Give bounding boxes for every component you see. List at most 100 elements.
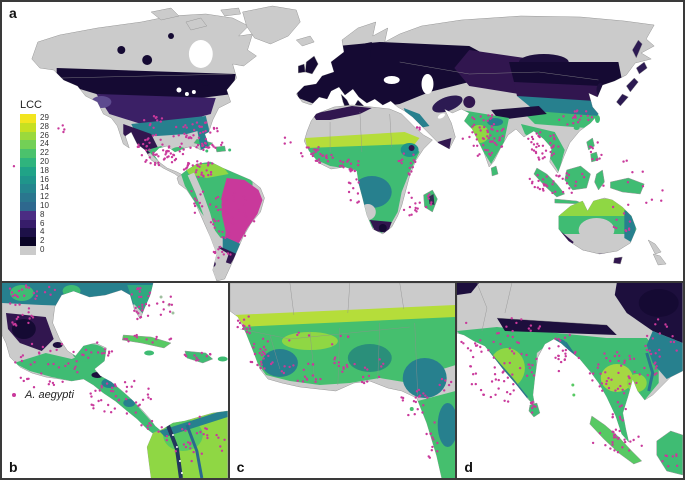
lcc-swatch xyxy=(20,157,36,167)
lcc-legend-row: 29 xyxy=(20,113,49,123)
lcc-legend-row: 2 xyxy=(20,236,49,246)
lcc-swatch xyxy=(20,131,36,141)
panel-c-west-africa-map: c xyxy=(229,283,456,478)
central-america-map xyxy=(2,283,228,478)
south-america-lcc xyxy=(176,162,263,280)
lcc-swatch xyxy=(20,184,36,194)
new-guinea xyxy=(610,177,645,195)
taiwan xyxy=(595,115,600,123)
indonesia-islands xyxy=(533,137,605,205)
madagascar-highland xyxy=(428,194,435,205)
lcc-swatch xyxy=(20,219,36,229)
lcc-swatch xyxy=(20,228,36,238)
lcc-swatch xyxy=(20,166,36,176)
occurrence-points xyxy=(236,315,453,459)
occurrence-dot-icon xyxy=(12,393,16,397)
great-lakes xyxy=(176,87,196,96)
lcc-legend-row: 18 xyxy=(20,165,49,176)
africa-lcc xyxy=(305,106,420,233)
greenland xyxy=(242,5,301,45)
lcc-tick-label: 6 xyxy=(40,218,45,228)
british-isles xyxy=(298,55,319,75)
tasmania xyxy=(613,256,623,265)
lcc-tick-label: 22 xyxy=(40,148,49,158)
country-borders xyxy=(61,61,599,153)
lcc-legend-row: 10 xyxy=(20,200,49,211)
puerto-rico xyxy=(217,356,228,362)
hudson-bay xyxy=(188,40,213,68)
lcc-swatch xyxy=(20,193,36,202)
lcc-swatch xyxy=(20,175,36,185)
panel-a-label: a xyxy=(9,5,17,21)
lcc-legend-row: 0 xyxy=(20,244,49,255)
panel-d-label: d xyxy=(464,459,473,475)
iceland xyxy=(295,35,315,47)
sri-lanka xyxy=(490,165,499,177)
lcc-tick-label: 8 xyxy=(40,209,45,219)
lcc-legend-row: 12 xyxy=(20,192,49,202)
lcc-legend: LCC 29 28 26 24 22 20 18 16 14 12 10 8 6 4 2 0 xyxy=(20,99,49,255)
lcc-legend-row: 26 xyxy=(20,130,49,141)
lcc-legend-row: 20 xyxy=(20,156,49,167)
lcc-swatch xyxy=(20,237,36,246)
occurrence-points xyxy=(12,109,664,259)
north-america-lcc xyxy=(56,33,236,182)
cuba xyxy=(121,334,172,349)
species-label: A. aegypti xyxy=(25,389,74,401)
persian-gulf xyxy=(437,113,446,119)
lcc-tick-label: 10 xyxy=(40,200,49,210)
bioko-island xyxy=(409,407,414,411)
lcc-swatch xyxy=(20,122,36,132)
lcc-tick-label: 26 xyxy=(40,130,49,140)
lcc-legend-row: 28 xyxy=(20,121,49,132)
eurasia-lcc xyxy=(296,42,624,172)
lcc-tick-label: 2 xyxy=(40,236,45,246)
country-borders xyxy=(477,283,608,332)
lcc-tick-label: 18 xyxy=(40,165,49,175)
black-sea xyxy=(383,76,400,84)
arctic-islands xyxy=(150,7,241,31)
panel-d-south-asia-map: d xyxy=(457,283,683,478)
borneo xyxy=(656,430,683,476)
occurrence-points xyxy=(460,317,679,468)
puerto-rico xyxy=(228,148,232,152)
lcc-tick-label: 4 xyxy=(40,227,45,237)
lcc-swatch xyxy=(20,245,36,255)
lcc-legend-row: 4 xyxy=(20,227,49,238)
country-borders xyxy=(239,283,418,396)
lcc-legend-row: 22 xyxy=(20,148,49,158)
caspian-sea xyxy=(421,74,434,94)
lcc-colorbar: 29 28 26 24 22 20 18 16 14 12 10 8 6 4 2 0 xyxy=(20,113,49,255)
lcc-tick-label: 24 xyxy=(40,139,49,149)
japan-sakhalin xyxy=(616,39,648,107)
lcc-legend-row: 16 xyxy=(20,174,49,185)
panel-a-world-map: a LCC 29 28 26 24 22 20 18 16 14 12 10 8 6 4 2 0 xyxy=(2,2,683,281)
lcc-swatch xyxy=(20,210,36,220)
lcc-tick-label: 0 xyxy=(40,244,45,254)
lcc-tick-label: 14 xyxy=(40,183,49,193)
lcc-tick-label: 16 xyxy=(40,174,49,184)
andaman-islands xyxy=(571,383,576,397)
occurrence-points xyxy=(8,284,226,463)
south-asia-map xyxy=(457,283,683,478)
jamaica xyxy=(144,350,155,356)
lcc-legend-title: LCC xyxy=(20,99,43,111)
species-legend: A. aegypti xyxy=(12,389,74,401)
lcc-swatch xyxy=(20,149,36,158)
panel-b-central-america-map: A. aegypti b xyxy=(2,283,228,478)
lcc-legend-row: 24 xyxy=(20,139,49,150)
lcc-tick-label: 12 xyxy=(40,192,49,202)
lcc-tick-label: 29 xyxy=(40,113,49,122)
lcc-swatch xyxy=(20,140,36,150)
west-africa-map xyxy=(229,283,456,478)
panel-b-label: b xyxy=(9,459,18,475)
world-map xyxy=(2,2,683,281)
lcc-legend-row: 6 xyxy=(20,218,49,229)
lcc-legend-row: 8 xyxy=(20,209,49,220)
lcc-tick-label: 20 xyxy=(40,156,49,166)
west-africa-lcc xyxy=(233,305,456,478)
lcc-swatch xyxy=(20,201,36,211)
lcc-tick-label: 28 xyxy=(40,121,49,131)
jamaica xyxy=(205,149,209,153)
